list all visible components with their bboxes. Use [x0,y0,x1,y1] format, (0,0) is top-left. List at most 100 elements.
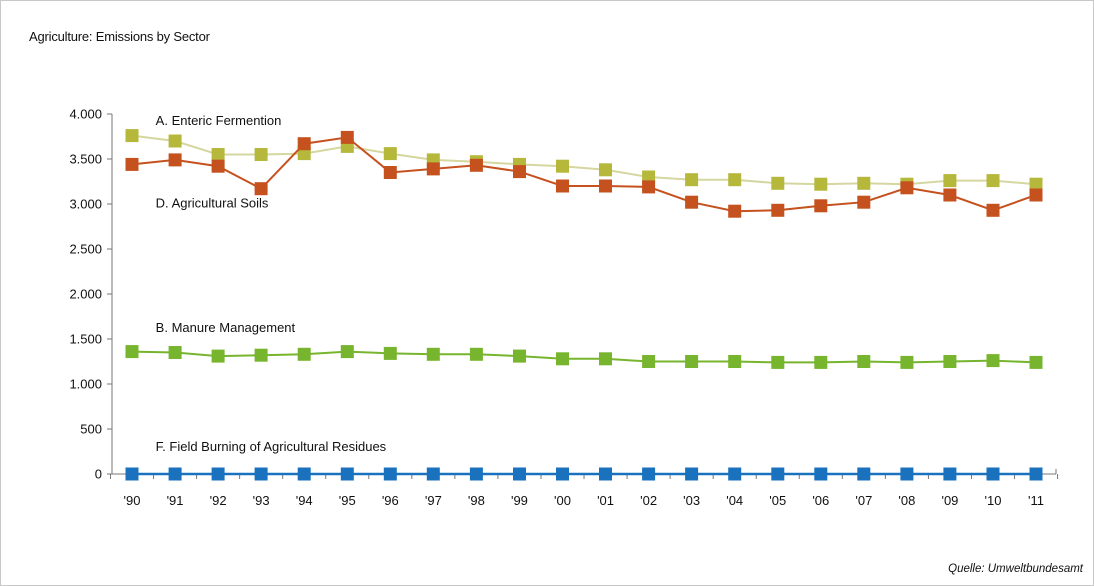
data-point-marker [943,355,957,368]
data-point-marker [900,467,914,481]
data-point-marker [943,174,957,188]
data-point-marker [383,346,397,360]
data-point-marker [599,179,612,193]
y-tick-label: 2.500 [69,242,102,257]
x-tick-label: '10 [985,493,1002,508]
data-point-marker [254,182,268,196]
series-label: D. Agricultural Soils [156,196,269,211]
data-point-marker [125,157,139,171]
source-note: Quelle: Umweltbundesamt [948,563,1083,575]
data-point-marker [814,467,828,481]
series-label: A. Enteric Fermention [156,113,282,128]
data-point-marker [469,347,483,361]
data-point-marker [685,173,699,187]
data-point-marker [814,177,828,191]
x-tick-label: '92 [210,493,227,508]
data-point-marker [125,129,139,143]
x-tick-label: '03 [683,493,700,508]
data-point-marker [986,203,1000,217]
x-tick-label: '99 [511,493,528,508]
data-point-marker [814,199,828,213]
y-tick-label: 1.000 [69,377,102,392]
x-tick-label: '07 [855,493,872,508]
data-point-marker [211,467,225,481]
chart-title: Agriculture: Emissions by Sector [29,29,210,44]
data-point-marker [642,180,656,194]
data-point-marker [986,174,1000,188]
data-point-marker [211,349,225,363]
data-point-marker [168,346,182,359]
series-label: F. Field Burning of Agricultural Residue… [156,439,387,454]
y-tick-label: 1.500 [69,332,102,347]
data-point-marker [254,148,268,161]
x-tick-label: '01 [597,493,614,508]
data-point-marker [426,162,440,176]
data-point-marker [1029,177,1043,191]
data-point-marker [469,158,483,172]
data-point-marker [297,467,311,481]
data-point-marker [728,173,742,187]
data-point-marker [211,159,225,173]
data-point-marker [513,467,526,481]
x-tick-label: '05 [769,493,786,508]
data-point-marker [771,203,785,217]
data-point-marker [168,153,182,167]
data-point-marker [513,349,526,363]
data-point-marker [943,188,957,202]
x-tick-label: '98 [468,493,485,508]
data-point-marker [685,355,699,368]
data-point-marker [513,165,526,179]
data-point-marker [685,467,699,481]
data-point-marker [857,195,871,209]
data-point-marker [340,130,354,144]
data-point-marker [1029,467,1043,481]
data-point-marker [814,355,828,369]
data-point-marker [728,467,742,481]
data-point-marker [728,355,742,368]
data-point-marker [642,355,656,368]
series-label: B. Manure Management [156,320,296,335]
data-point-marker [168,467,182,481]
x-tick-label: '06 [812,493,829,508]
data-point-marker [986,467,1000,481]
x-tick-label: '04 [726,493,743,508]
data-point-marker [383,467,397,481]
x-tick-label: '11 [1028,493,1044,508]
data-point-marker [125,467,139,481]
data-point-marker [556,159,569,173]
data-point-marker [556,352,569,366]
x-tick-label: '93 [253,493,270,508]
x-tick-label: '96 [382,493,399,508]
data-point-marker [556,179,569,193]
data-point-marker [254,467,268,481]
data-point-marker [383,166,397,179]
series-line [131,350,1037,364]
data-point-marker [469,467,483,481]
x-tick-label: '95 [339,493,356,508]
y-tick-label: 500 [80,422,102,437]
data-point-marker [1029,188,1043,202]
data-point-marker [857,176,871,190]
x-tick-label: '00 [554,493,571,508]
data-point-marker [986,354,1000,368]
data-point-marker [857,355,871,368]
data-point-marker [254,348,268,362]
data-point-marker [426,467,440,481]
data-point-marker [1029,355,1043,369]
data-point-marker [728,204,742,218]
x-tick-label: '94 [296,493,313,508]
data-point-marker [125,345,139,359]
x-tick-label: '97 [425,493,442,508]
x-tick-label: '90 [124,493,141,508]
x-tick-label: '08 [898,493,915,508]
data-point-marker [297,137,311,151]
x-tick-label: '91 [167,493,184,508]
y-tick-label: 0 [95,467,102,482]
data-point-marker [642,467,656,481]
y-tick-label: 2.000 [69,287,102,302]
data-point-marker [211,148,225,161]
x-tick-label: '02 [640,493,657,508]
data-point-marker [771,467,785,481]
data-point-marker [426,347,440,361]
